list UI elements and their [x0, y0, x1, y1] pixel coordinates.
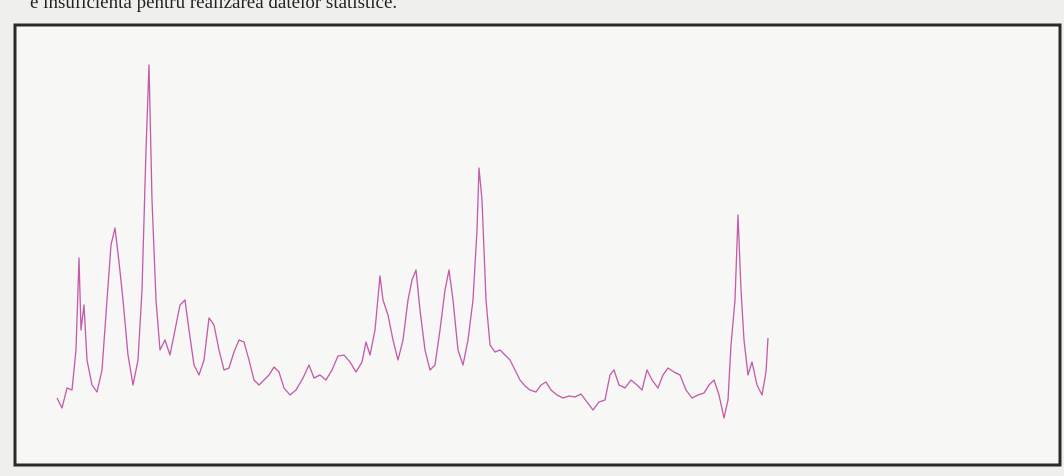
caption: e insuficientă pentru realizarea datelor… — [30, 0, 397, 13]
chart-frame — [13, 23, 1062, 467]
signal-line — [56, 64, 769, 419]
